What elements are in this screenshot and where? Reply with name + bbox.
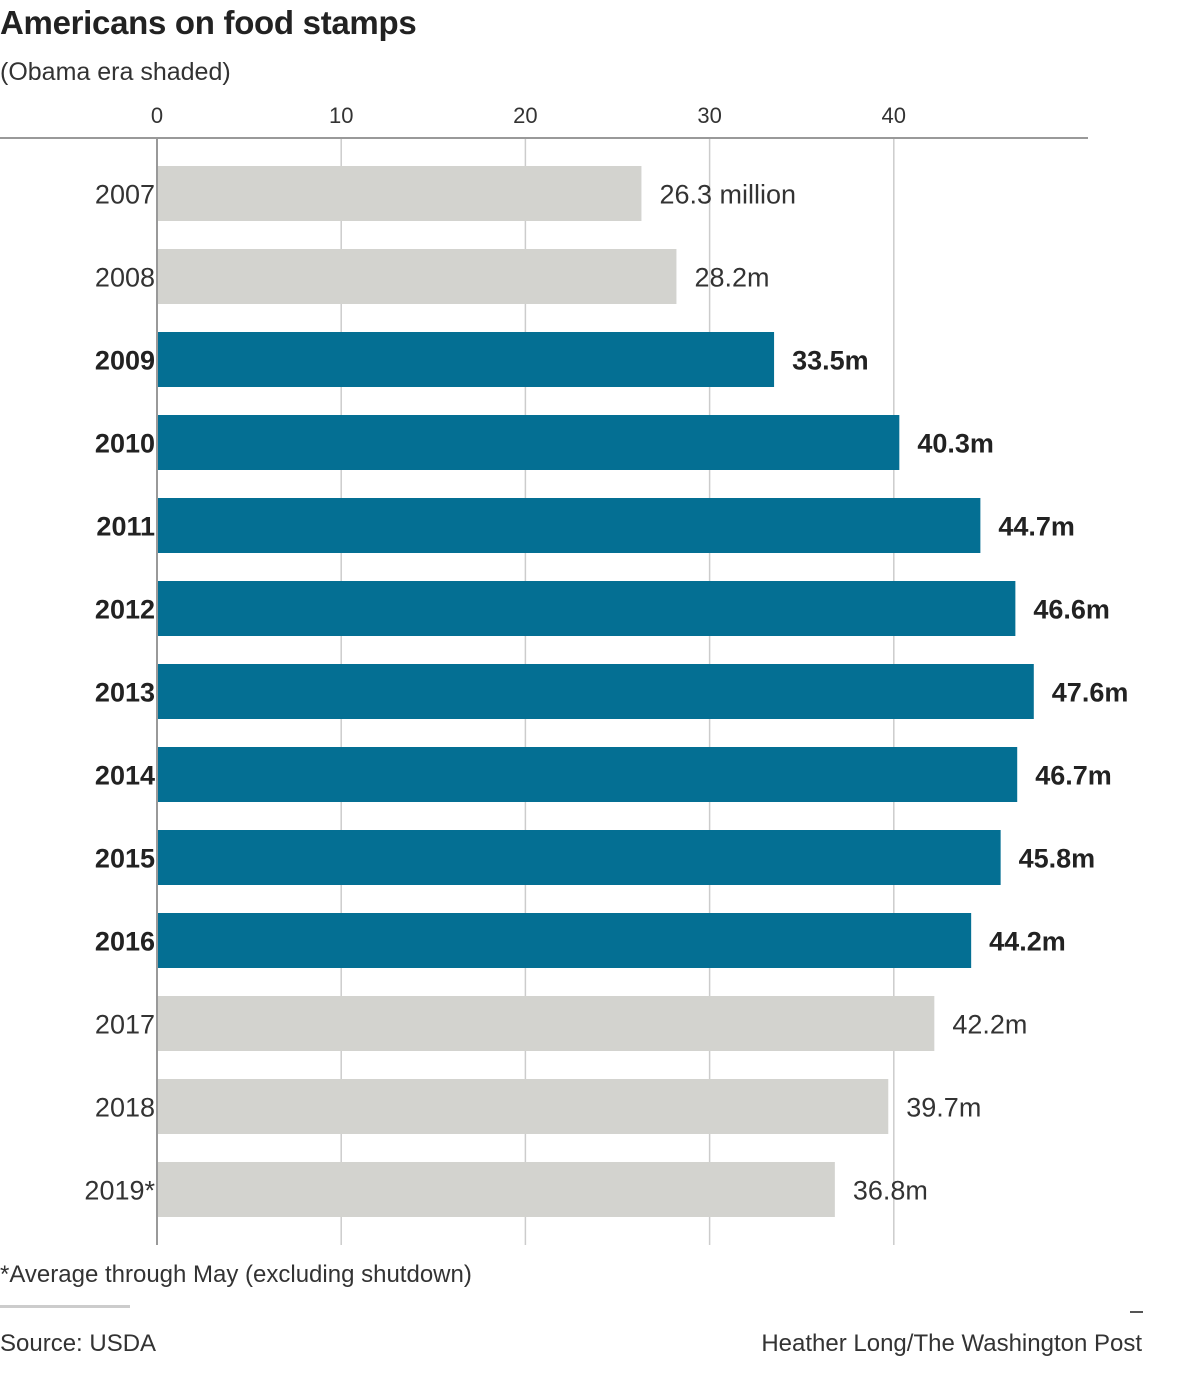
bar-2016 [157, 913, 972, 968]
axes [0, 137, 1088, 1245]
value-label: 28.2m [694, 263, 769, 293]
value-label: 36.8m [853, 1176, 928, 1206]
year-label: 2019* [84, 1176, 155, 1206]
value-label: 45.8m [1019, 844, 1096, 874]
year-label: 2011 [96, 512, 155, 542]
x-tick-label: 30 [697, 103, 721, 128]
year-label: 2014 [95, 761, 155, 791]
chart-subtitle: (Obama era shaded) [0, 58, 231, 86]
credit-note: Heather Long/The Washington Post [761, 1330, 1142, 1357]
bar-2008 [157, 249, 677, 304]
x-tick-label: 0 [151, 103, 163, 128]
bar-2015 [157, 830, 1001, 885]
value-label: 47.6m [1052, 678, 1129, 708]
chart-title: Americans on food stamps [0, 4, 417, 41]
year-label: 2012 [95, 595, 155, 625]
year-label: 2018 [95, 1093, 155, 1123]
value-label: 44.7m [998, 512, 1075, 542]
year-label: 2015 [95, 844, 155, 874]
x-tick-label: 40 [882, 103, 906, 128]
value-label: 46.7m [1035, 761, 1112, 791]
value-label: 26.3 million [659, 180, 796, 210]
x-tick-label: 20 [513, 103, 537, 128]
bar-2014 [157, 747, 1018, 802]
value-label: 33.5m [792, 346, 869, 376]
x-tick-label: 10 [329, 103, 353, 128]
value-label: 46.6m [1033, 595, 1110, 625]
bar-2007 [157, 166, 642, 221]
value-label: 39.7m [906, 1093, 981, 1123]
value-label: 42.2m [952, 1010, 1027, 1040]
bar-2019 [157, 1162, 835, 1217]
year-label: 2016 [95, 927, 155, 957]
bar-2017 [157, 996, 935, 1051]
bar-2018 [157, 1079, 889, 1134]
bar-2013 [157, 664, 1034, 719]
footer-divider [0, 1305, 130, 1308]
year-label: 2009 [95, 346, 155, 376]
bar-2012 [157, 581, 1016, 636]
year-label: 2010 [95, 429, 155, 459]
year-label: 2007 [95, 180, 155, 210]
bars [157, 166, 1034, 1217]
bar-2009 [157, 332, 775, 387]
value-label: 40.3m [917, 429, 994, 459]
year-label: 2008 [95, 263, 155, 293]
value-label: 44.2m [989, 927, 1066, 957]
year-label: 2017 [95, 1010, 155, 1040]
year-label: 2013 [95, 678, 155, 708]
source-note: Source: USDA [0, 1330, 157, 1357]
footer-mark [1130, 1311, 1143, 1313]
footnote: *Average through May (excluding shutdown… [0, 1261, 472, 1288]
bar-2011 [157, 498, 981, 553]
labels: 0 10 20 30 40 2007 26.3 million 2008 28.2m 2009 33… [84, 103, 1128, 1206]
bar-2010 [157, 415, 900, 470]
